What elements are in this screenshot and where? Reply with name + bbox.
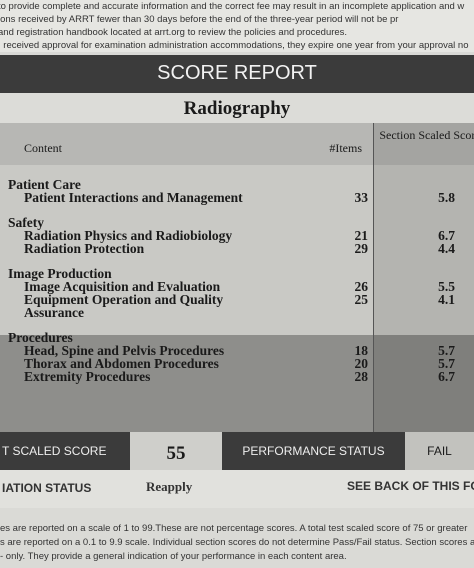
row-score: 5.7: [438, 356, 455, 371]
row-score: 4.1: [438, 292, 455, 307]
column-header: Section Scaled Score: [379, 128, 474, 142]
row-items: 21: [354, 228, 369, 243]
column-header-band: [0, 123, 474, 165]
row-score: 5.8: [438, 190, 455, 205]
subtitle-band: [0, 93, 474, 123]
row-label: Thorax and Abdomen Procedures: [24, 356, 219, 371]
row-score: 4.4: [438, 241, 455, 256]
section-name: Image Production: [8, 266, 112, 281]
report-title: SCORE REPORT: [157, 62, 317, 84]
performance-label-cell: [222, 432, 405, 470]
performance-status: FAIL: [427, 444, 452, 458]
column-header: Content: [24, 141, 62, 155]
row-items: 33: [354, 190, 369, 205]
report-subtitle: Radiography: [183, 98, 291, 119]
row-items: 18: [354, 343, 369, 358]
row-score: 6.7: [438, 369, 455, 384]
performance-cell: [405, 432, 474, 470]
header-line: and registration handbook located at arr…: [0, 27, 348, 38]
row-label: Patient Interactions and Management: [24, 190, 243, 205]
section-name: Safety: [8, 215, 44, 230]
score-column: [373, 123, 474, 432]
row-items: 29: [354, 241, 369, 256]
row-items: 25: [354, 292, 369, 307]
total-score: 55: [166, 443, 186, 464]
row-label: Radiation Physics and Radiobiology: [24, 228, 233, 243]
footer-line: s are reported on a 0.1 to 9.9 scale. In…: [0, 537, 474, 548]
row-label: Head, Spine and Pelvis Procedures: [24, 343, 225, 358]
row-label: Image Acquisition and Evaluation: [24, 279, 221, 294]
title-bar: [0, 55, 474, 93]
row-items: 26: [354, 279, 369, 294]
row-label: Extremity Procedures: [24, 369, 151, 384]
section-name: Procedures: [8, 330, 73, 345]
row-score: 5.7: [438, 343, 455, 358]
footer-line: es are reported on a scale of 1 to 99.Th…: [0, 523, 468, 534]
status-note: SEE BACK OF THIS FO: [347, 479, 474, 493]
column-header: #Items: [329, 141, 362, 155]
row-label: Equipment Operation and Quality Assuranc…: [24, 292, 224, 320]
row-items: 28: [354, 369, 369, 384]
status-row: [0, 470, 474, 508]
score-label-cell: [0, 432, 130, 470]
procedures-band: [0, 335, 474, 432]
row-items: 20: [354, 356, 369, 371]
footer-paper: [0, 508, 474, 568]
score-label: T SCALED SCORE: [2, 444, 107, 458]
status-value: Reapply: [146, 479, 193, 494]
row-score: 5.5: [438, 279, 455, 294]
footer-line: - only. They provide a general indicatio…: [0, 551, 347, 562]
section-name: Patient Care: [8, 177, 81, 192]
header-line: to provide complete and accurate informa…: [0, 1, 465, 12]
status-label: IATION STATUS: [2, 481, 92, 495]
score-cell: [130, 432, 222, 470]
row-score: 6.7: [438, 228, 455, 243]
performance-label: PERFORMANCE STATUS: [242, 444, 385, 458]
header-line: I received approval for examination admi…: [0, 40, 469, 51]
top-paper: [0, 0, 474, 52]
header-line: ions received by ARRT fewer than 30 days…: [0, 14, 399, 25]
row-label: Radiation Protection: [24, 241, 145, 256]
table-body: [0, 165, 474, 335]
